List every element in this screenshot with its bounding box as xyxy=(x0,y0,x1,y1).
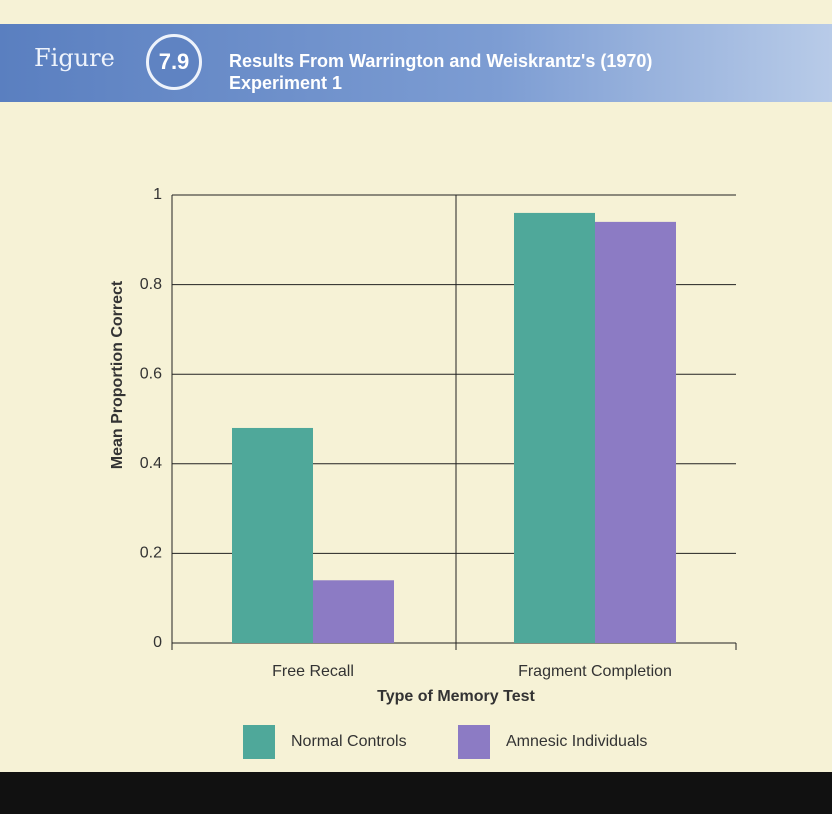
x-tick-label: Fragment Completion xyxy=(518,663,672,680)
y-axis-title: Mean Proportion Correct xyxy=(109,280,126,469)
bar xyxy=(313,580,394,643)
legend-label: Amnesic Individuals xyxy=(506,733,647,750)
y-tick-label: 1 xyxy=(153,186,162,203)
bar xyxy=(232,427,313,643)
x-axis-title: Type of Memory Test xyxy=(377,688,535,705)
footer-bar xyxy=(0,772,832,814)
legend-swatch xyxy=(243,725,275,759)
figure-word: Figure xyxy=(34,44,115,72)
x-tick-label: Free Recall xyxy=(272,663,354,680)
y-tick-label: 0.6 xyxy=(140,365,162,382)
figure-number: 7.9 xyxy=(146,34,202,90)
legend-swatch xyxy=(458,725,490,759)
header-band xyxy=(0,24,832,102)
y-tick-label: 0.8 xyxy=(140,276,162,293)
figure-title: Results From Warrington and Weiskrantz's… xyxy=(229,51,653,93)
y-tick-label: 0.4 xyxy=(140,455,162,472)
bar xyxy=(514,212,595,644)
legend-label: Normal Controls xyxy=(291,733,407,750)
y-tick-label: 0 xyxy=(153,634,162,651)
bar xyxy=(595,221,676,643)
y-tick-label: 0.2 xyxy=(140,545,162,562)
